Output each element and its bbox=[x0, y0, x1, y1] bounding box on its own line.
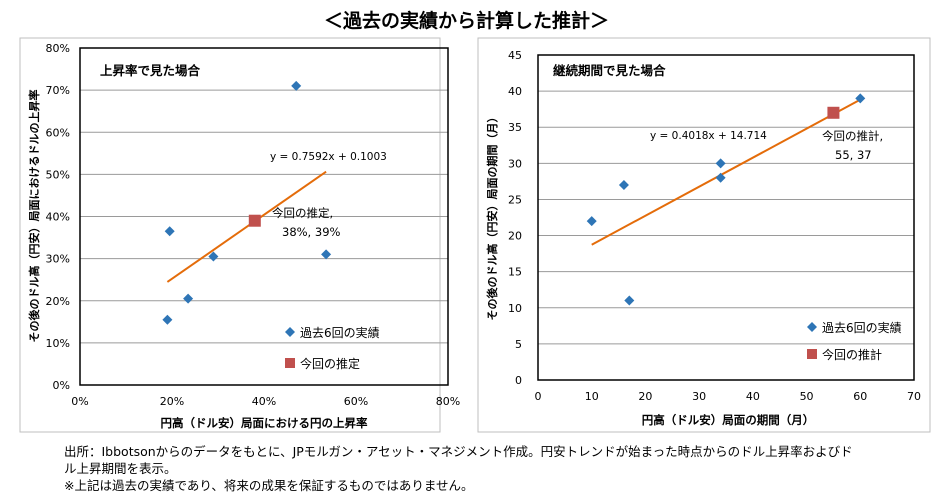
data-point bbox=[618, 180, 629, 190]
y-tick-label: 30 bbox=[508, 157, 522, 170]
x-tick-label: 70 bbox=[907, 390, 921, 403]
plot-area-frame bbox=[79, 47, 449, 386]
y-tick-label: 25 bbox=[508, 193, 522, 206]
x-tick-label: 50 bbox=[800, 390, 814, 403]
chart-outer-frame bbox=[477, 37, 931, 433]
data-point bbox=[855, 93, 866, 104]
x-axis-label: 円高（ドル安）局面の期間（月） bbox=[642, 413, 815, 427]
legend-marker-estimate bbox=[285, 358, 295, 368]
legend-marker-estimate bbox=[807, 349, 817, 359]
x-tick-label: 40% bbox=[252, 395, 276, 408]
data-point bbox=[624, 295, 635, 306]
trendline bbox=[166, 170, 327, 283]
y-tick-label: 20% bbox=[46, 295, 70, 308]
y-tick-label: 60% bbox=[46, 126, 70, 139]
estimate-annotation-values: 55, 37 bbox=[835, 148, 872, 162]
x-tick-label: 40 bbox=[746, 390, 760, 403]
legend-marker-history bbox=[285, 327, 295, 337]
y-tick-label: 70% bbox=[46, 84, 70, 97]
data-point bbox=[321, 249, 332, 260]
legend-label: 今回の推計 bbox=[822, 347, 882, 362]
y-tick-label: 80% bbox=[46, 42, 70, 55]
data-point bbox=[208, 251, 219, 262]
footnote-source-cont: ル上昇期間を表示。 bbox=[64, 461, 177, 476]
x-axis-label: 円高（ドル安）局面における円の上昇率 bbox=[161, 416, 368, 430]
data-point bbox=[164, 226, 175, 237]
estimate-point bbox=[248, 214, 261, 227]
plot-area-frame bbox=[537, 54, 915, 381]
panel-title: 継続期間で見た場合 bbox=[553, 63, 666, 78]
footnote-disclaimer: ※上記は過去の実績であり、将来の成果を保証するものではありません。 bbox=[64, 478, 474, 493]
x-tick-label: 60% bbox=[344, 395, 368, 408]
footnote-source: 出所：Ibbotsonからのデータをもとに、JPモルガン・アセット・マネジメント… bbox=[64, 444, 853, 459]
panel-title: 上昇率で見た場合 bbox=[100, 63, 201, 78]
x-tick-label: 80% bbox=[436, 395, 460, 408]
y-tick-label: 40% bbox=[46, 211, 70, 224]
data-point bbox=[715, 158, 726, 169]
y-tick-label: 15 bbox=[508, 266, 522, 279]
chart-heading: ＜過去の実績から計算した推計＞ bbox=[323, 10, 609, 32]
y-tick-label: 50% bbox=[46, 168, 70, 181]
x-tick-label: 30 bbox=[692, 390, 706, 403]
data-point bbox=[291, 80, 302, 91]
estimate-point bbox=[827, 106, 840, 119]
legend-label: 過去6回の実績 bbox=[300, 325, 380, 340]
trendline-equation: y = 0.7592x + 0.1003 bbox=[270, 151, 387, 163]
y-tick-label: 0% bbox=[53, 379, 70, 392]
y-tick-label: 30% bbox=[46, 253, 70, 266]
estimate-annotation: 今回の推計, bbox=[822, 129, 883, 143]
chart-outer-frame bbox=[19, 37, 441, 433]
data-point bbox=[586, 216, 597, 227]
estimate-annotation-values: 38%, 39% bbox=[282, 225, 341, 239]
trendline bbox=[591, 98, 861, 246]
data-point bbox=[715, 172, 726, 183]
y-tick-label: 40 bbox=[508, 85, 522, 98]
x-tick-label: 60 bbox=[853, 390, 867, 403]
y-tick-label: 35 bbox=[508, 121, 522, 134]
data-point bbox=[183, 293, 194, 304]
y-axis-label: その後のドル高（円安）局面の期間（月） bbox=[485, 112, 499, 321]
y-tick-label: 5 bbox=[515, 338, 522, 351]
y-tick-label: 0 bbox=[515, 374, 522, 387]
legend-label: 過去6回の実績 bbox=[822, 320, 902, 335]
y-tick-label: 20 bbox=[508, 230, 522, 243]
y-tick-label: 10 bbox=[508, 302, 522, 315]
x-tick-label: 20 bbox=[638, 390, 652, 403]
x-tick-label: 20% bbox=[160, 395, 184, 408]
y-tick-label: 10% bbox=[46, 337, 70, 350]
y-axis-label: その後のドル高（円安）局面におけるドルの上昇率 bbox=[27, 90, 41, 343]
data-point bbox=[162, 314, 173, 325]
trendline-equation: y = 0.4018x + 14.714 bbox=[650, 130, 767, 142]
legend-label: 今回の推定 bbox=[300, 356, 360, 371]
legend-marker-history bbox=[807, 322, 817, 332]
x-tick-label: 0% bbox=[71, 395, 88, 408]
y-tick-label: 45 bbox=[508, 49, 522, 62]
x-tick-label: 0 bbox=[535, 390, 542, 403]
estimate-annotation: 今回の推定, bbox=[272, 206, 333, 220]
x-tick-label: 10 bbox=[585, 390, 599, 403]
